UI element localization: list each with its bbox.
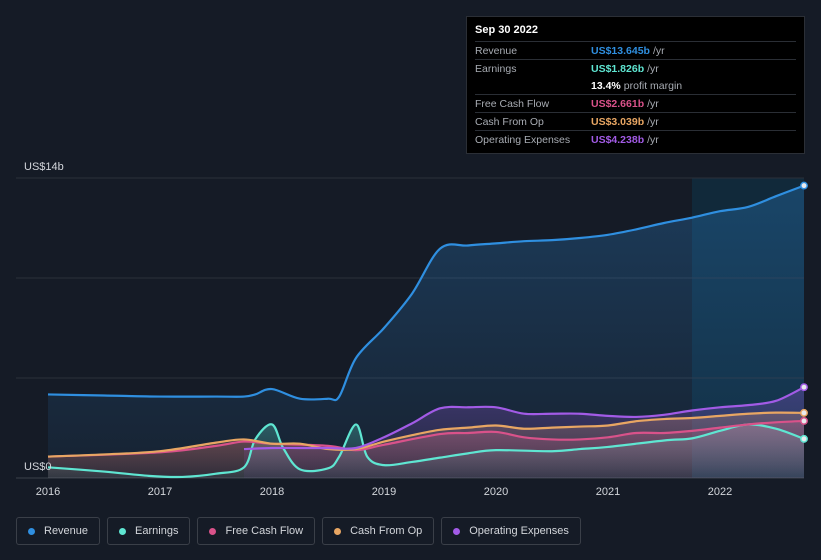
earnings-endpoint <box>800 434 808 443</box>
free-cash-flow-endpoint <box>800 417 808 425</box>
legend-item-revenue[interactable]: Revenue <box>16 517 101 545</box>
series-areas <box>48 185 804 478</box>
tooltip-unit: /yr <box>652 44 665 57</box>
x-tick-label: 2019 <box>372 486 396 498</box>
revenue-area <box>48 185 804 478</box>
x-axis-ticks: 2016 2017 2018 2019 2020 2021 2022 <box>36 486 732 498</box>
legend-dot-icon <box>119 527 127 535</box>
operating-expenses-line <box>243 386 805 451</box>
tooltip-date: Sep 30 2022 <box>475 24 538 36</box>
earnings-line <box>47 423 805 479</box>
tooltip-label: Free Cash Flow <box>475 97 550 110</box>
tooltip-value: 13.4% <box>591 79 621 92</box>
tooltip-label: Operating Expenses <box>475 133 571 146</box>
tooltip-row-profit-margin: 13.4% profit margin <box>475 77 796 94</box>
y-axis-label-bottom: US$0 <box>24 461 52 473</box>
cash-from-op-line <box>47 411 805 458</box>
tooltip-row-revenue: Revenue US$13.645b /yr <box>475 41 796 59</box>
x-tick-label: 2020 <box>484 486 508 498</box>
legend-label: Cash From Op <box>350 525 423 537</box>
tooltip-label: Cash From Op <box>475 115 544 128</box>
revenue-line <box>47 184 805 402</box>
tooltip-label: Earnings <box>475 62 517 75</box>
tooltip-label: Revenue <box>475 44 518 57</box>
series-endpoints <box>800 181 808 443</box>
tooltip-unit: /yr <box>647 115 659 128</box>
tooltip-row-cash-from-op: Cash From Op US$3.039b /yr <box>475 112 796 130</box>
legend-label: Earnings <box>135 525 179 537</box>
x-tick-label: 2021 <box>596 486 620 498</box>
tooltip-row-operating-expenses: Operating Expenses US$4.238b /yr <box>475 130 796 148</box>
tooltip-unit: profit margin <box>623 79 683 92</box>
tooltip-value: US$3.039b <box>591 115 645 128</box>
y-axis-label-top: US$14b <box>24 161 64 173</box>
tooltip-value: US$4.238b <box>591 133 645 146</box>
x-tick-label: 2022 <box>708 486 732 498</box>
free-cash-flow-line <box>47 419 805 458</box>
legend-dot-icon <box>453 527 461 535</box>
cash-from-op-endpoint <box>800 408 808 417</box>
legend-item-free-cash-flow[interactable]: Free Cash Flow <box>197 517 316 545</box>
legend-label: Revenue <box>44 525 89 537</box>
series-lines <box>47 184 805 479</box>
x-tick-label: 2018 <box>260 486 284 498</box>
tooltip-row-earnings: Earnings US$1.826b /yr <box>475 59 796 77</box>
legend-dot-icon <box>28 527 35 535</box>
tooltip-panel: Sep 30 2022 Revenue US$13.645b /yr Earni… <box>466 16 805 154</box>
tooltip-value: US$1.826b <box>591 62 645 75</box>
operating-expenses-endpoint <box>800 383 808 392</box>
tooltip-unit: /yr <box>647 62 659 75</box>
tooltip-unit: /yr <box>647 97 659 110</box>
legend-dot-icon <box>334 527 342 535</box>
tooltip-value: US$2.661b <box>591 97 645 110</box>
legend-item-earnings[interactable]: Earnings <box>107 517 191 545</box>
tooltip-row-free-cash-flow: Free Cash Flow US$2.661b /yr <box>475 94 796 112</box>
tooltip-unit: /yr <box>647 133 659 146</box>
legend-item-operating-expenses[interactable]: Operating Expenses <box>441 517 581 545</box>
x-tick-label: 2017 <box>148 486 172 498</box>
legend-label: Free Cash Flow <box>225 525 304 537</box>
legend-dot-icon <box>209 527 217 535</box>
tooltip-value: US$13.645b <box>591 44 650 57</box>
operating-expenses-area <box>244 387 804 478</box>
legend: Revenue Earnings Free Cash Flow Cash Fro… <box>16 517 588 545</box>
revenue-endpoint <box>800 181 808 190</box>
x-tick-label: 2016 <box>36 486 60 498</box>
legend-label: Operating Expenses <box>469 525 569 537</box>
legend-item-cash-from-op[interactable]: Cash From Op <box>322 517 435 545</box>
